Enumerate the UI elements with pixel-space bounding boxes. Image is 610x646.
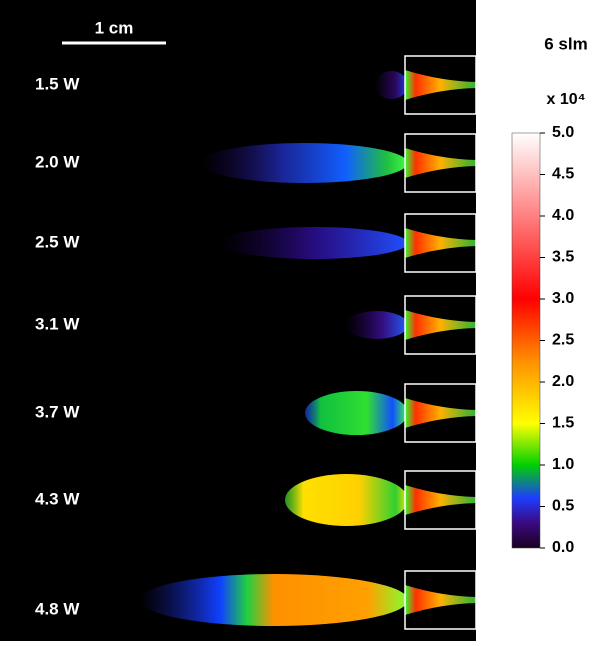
colorbar-tick-label: 0.0: [552, 539, 574, 556]
plume-tail: [345, 311, 408, 339]
plume-tail: [305, 391, 408, 435]
colorbar-tick-label: 2.5: [552, 332, 574, 349]
colorbar-tick-label: 1.5: [552, 415, 574, 432]
row-label: 3.7 W: [35, 402, 80, 421]
colorbar-tick-label: 3.5: [552, 249, 574, 266]
plume-tail: [140, 574, 408, 626]
row-label: 2.0 W: [35, 152, 80, 171]
colorbar-title: 6 slm: [544, 34, 587, 53]
nozzle-box: [404, 383, 477, 443]
colorbar-tick-label: 1.0: [552, 456, 574, 473]
row-label: 3.1 W: [35, 314, 80, 333]
row-label: 1.5 W: [35, 74, 80, 93]
colorbar-tick-label: 0.5: [552, 498, 574, 515]
row-label: 4.8 W: [35, 599, 80, 618]
plume-core: [405, 585, 476, 615]
plume-core: [405, 148, 476, 178]
colorbar-tick-label: 2.0: [552, 373, 574, 390]
plume-core: [405, 310, 476, 340]
plume-core: [405, 70, 476, 100]
colorbar: [511, 132, 541, 549]
plume-tail: [220, 227, 408, 259]
nozzle-box: [404, 295, 477, 355]
plume-tail: [200, 143, 408, 183]
row-label: 4.3 W: [35, 489, 80, 508]
colorbar-tick-label: 4.0: [552, 207, 574, 224]
colorbar-multiplier: x 10⁴: [546, 91, 585, 108]
plume-core: [405, 398, 476, 428]
scale-bar-label: 1 cm: [95, 18, 134, 37]
colorbar-tick-label: 5.0: [552, 124, 574, 141]
nozzle-box: [404, 213, 477, 273]
nozzle-box: [404, 470, 477, 530]
plume-core: [405, 228, 476, 258]
row-label: 2.5 W: [35, 232, 80, 251]
nozzle-box: [404, 570, 477, 630]
plumes: [140, 55, 477, 630]
colorbar-tick-label: 4.5: [552, 166, 574, 183]
plume-core: [405, 485, 476, 515]
plume-tail: [285, 474, 408, 526]
colorbar-tick-label: 3.0: [552, 290, 574, 307]
nozzle-box: [404, 133, 477, 193]
plume-tail: [375, 71, 408, 99]
nozzle-box: [404, 55, 477, 115]
